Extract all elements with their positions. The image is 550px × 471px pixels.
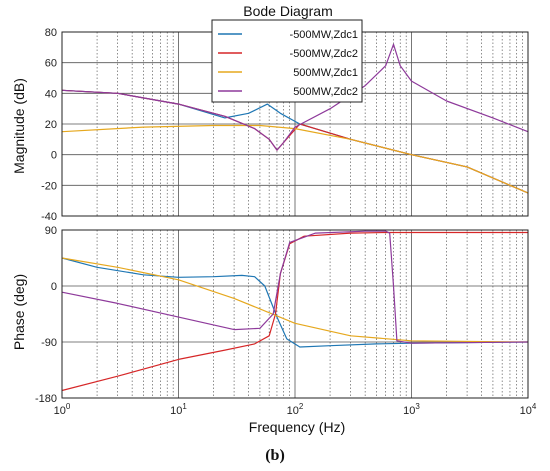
chart-title: Bode Diagram	[243, 3, 333, 19]
x-tick-label: 100	[54, 402, 71, 417]
legend-entry: 500MW,Zdc1	[293, 67, 358, 79]
phase-panel: -180 -90 0 90 100 101 102 103 104	[35, 225, 537, 417]
series-line-magnitude	[61, 124, 529, 194]
series-line-phase	[61, 230, 529, 344]
y-tick-label: -180	[35, 393, 57, 405]
series-line-magnitude	[61, 43, 529, 151]
x-tick-label: 101	[170, 402, 187, 417]
series-line-phase	[61, 257, 529, 348]
plot-frame	[61, 229, 529, 399]
legend-entry: -500MW,Zdc2	[290, 48, 358, 60]
y-tick-label: 90	[45, 225, 57, 237]
y-tick-label: 20	[45, 119, 57, 131]
series-line-phase	[61, 257, 529, 343]
legend-entry: 500MW,Zdc2	[293, 86, 358, 98]
phase-axis-label: Phase (deg)	[11, 274, 27, 350]
figure-caption: (b)	[265, 447, 285, 464]
y-tick-label: 40	[45, 88, 57, 100]
y-tick-label: -90	[41, 337, 57, 349]
legend-entry: -500MW,Zdc1	[290, 29, 358, 41]
series-line-phase	[61, 231, 528, 392]
x-tick-label: 102	[287, 402, 304, 417]
y-tick-label: -40	[41, 211, 57, 223]
y-tick-label: 0	[51, 150, 57, 162]
x-tick-label: 104	[520, 402, 537, 417]
magnitude-axis-label: Magnitude (dB)	[11, 78, 27, 174]
y-tick-label: 80	[45, 27, 57, 39]
legend: -500MW,Zdc1 -500MW,Zdc2 500MW,Zdc1 500MW,Zd…	[211, 19, 363, 103]
frequency-axis-label: Frequency (Hz)	[249, 419, 345, 435]
y-tick-label: 0	[51, 281, 57, 293]
x-tick-label: 103	[403, 402, 420, 417]
y-tick-label: -20	[41, 180, 57, 192]
y-tick-label: 60	[45, 58, 57, 70]
